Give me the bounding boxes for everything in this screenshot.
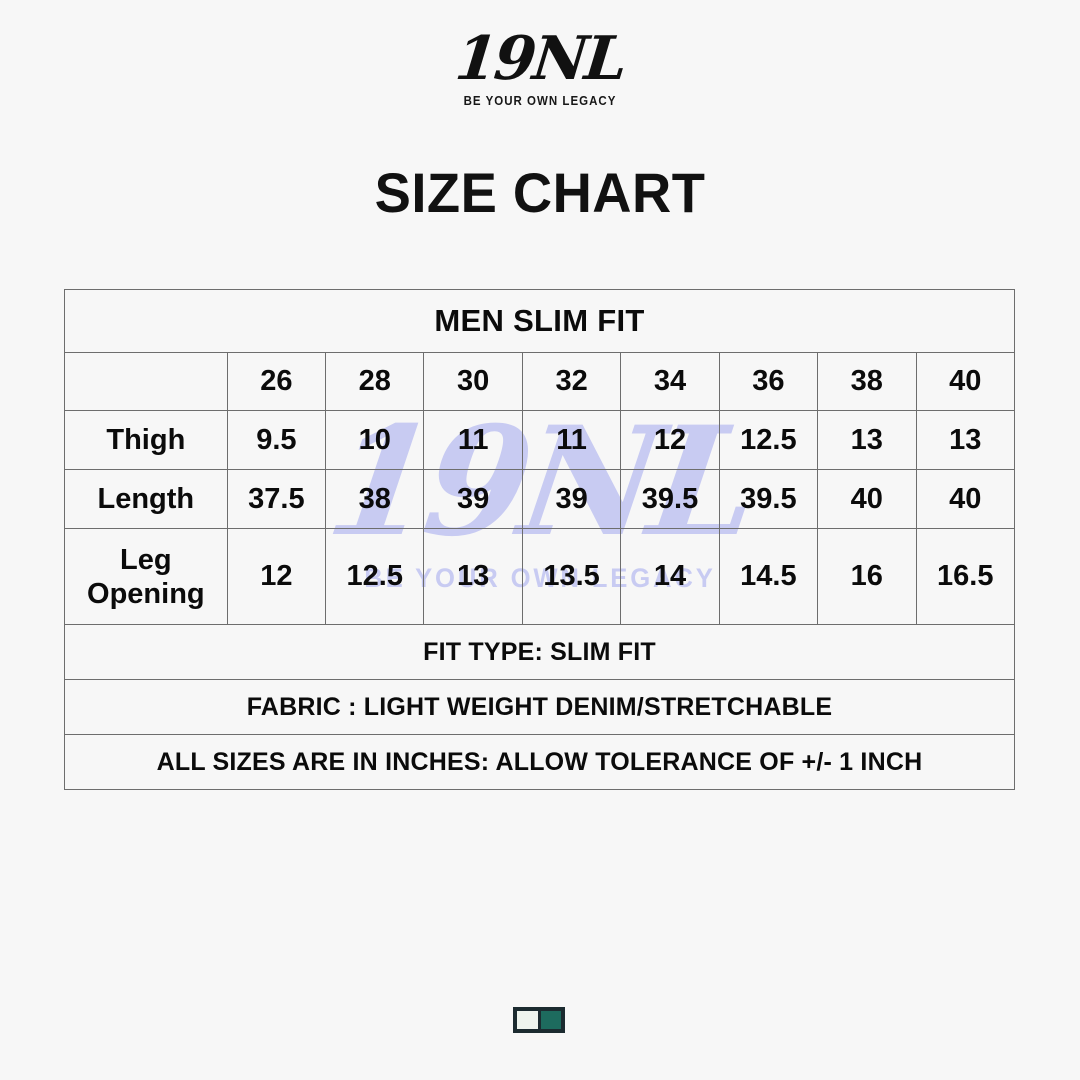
leg-opening-36: 14.5 — [718, 528, 819, 625]
length-26: 37.5 — [226, 469, 327, 529]
brand-tagline: BE YOUR OWN LEGACY — [463, 94, 617, 108]
size-chart-container: 19NL BE YOUR OWN LEGACY MEN SLIM FIT 26 … — [64, 289, 1016, 790]
page-title: SIZE CHART — [374, 161, 706, 224]
thigh-26: 9.5 — [226, 410, 327, 470]
brand-logo-mark: 19NL — [452, 24, 628, 94]
size-header-38: 38 — [817, 352, 917, 411]
thigh-40: 13 — [915, 410, 1016, 470]
table-row-length: Length 37.5 38 39 39 39.5 39.5 40 40 — [64, 469, 1016, 529]
table-note-row-fabric: FABRIC : LIGHT WEIGHT DENIM/STRETCHABLE — [64, 679, 1015, 735]
leg-opening-40: 16.5 — [915, 528, 1016, 625]
leg-opening-28: 12.5 — [325, 528, 425, 625]
size-chart-table: MEN SLIM FIT 26 28 30 32 34 36 38 40 Thi… — [64, 289, 1016, 790]
table-note-row-tolerance: ALL SIZES ARE IN INCHES: ALLOW TOLERANCE… — [64, 734, 1015, 790]
leg-opening-32: 13.5 — [521, 528, 622, 625]
thigh-30: 11 — [423, 410, 523, 470]
note-fit-type: FIT TYPE: SLIM FIT — [64, 624, 1015, 680]
badge-left-swatch — [517, 1011, 538, 1029]
table-row-thigh: Thigh 9.5 10 11 11 12 12.5 13 13 — [64, 410, 1016, 470]
size-header-34: 34 — [620, 352, 720, 411]
size-header-36: 36 — [718, 352, 819, 411]
leg-opening-38: 16 — [817, 528, 917, 625]
length-28: 38 — [325, 469, 425, 529]
table-row-leg-opening: Leg Opening 12 12.5 13 13.5 14 14.5 16 1… — [64, 528, 1016, 625]
leg-opening-30: 13 — [423, 528, 523, 625]
table-title: MEN SLIM FIT — [64, 289, 1015, 353]
length-38: 40 — [817, 469, 917, 529]
thigh-32: 11 — [521, 410, 622, 470]
row-label-leg-opening: Leg Opening — [64, 528, 228, 625]
thigh-28: 10 — [325, 410, 425, 470]
row-label-length: Length — [64, 469, 228, 529]
bottom-badge-icon — [513, 1007, 565, 1033]
badge-right-swatch — [540, 1011, 561, 1029]
table-header-row: 26 28 30 32 34 36 38 40 — [64, 352, 1016, 411]
note-tolerance: ALL SIZES ARE IN INCHES: ALLOW TOLERANCE… — [64, 734, 1015, 790]
size-header-32: 32 — [521, 352, 622, 411]
size-header-40: 40 — [915, 352, 1016, 411]
brand-logo: 19NL BE YOUR OWN LEGACY — [0, 24, 1080, 108]
length-40: 40 — [915, 469, 1016, 529]
header-row-label — [64, 352, 228, 411]
badge-divider — [537, 1011, 541, 1029]
thigh-38: 13 — [817, 410, 917, 470]
table-note-row-fit-type: FIT TYPE: SLIM FIT — [64, 624, 1015, 680]
thigh-34: 12 — [620, 410, 720, 470]
note-fabric: FABRIC : LIGHT WEIGHT DENIM/STRETCHABLE — [64, 679, 1015, 735]
leg-opening-26: 12 — [226, 528, 327, 625]
leg-opening-34: 14 — [620, 528, 720, 625]
table-title-row: MEN SLIM FIT — [64, 289, 1015, 353]
row-label-thigh: Thigh — [64, 410, 228, 470]
length-30: 39 — [423, 469, 523, 529]
length-36: 39.5 — [718, 469, 819, 529]
length-34: 39.5 — [620, 469, 720, 529]
length-32: 39 — [521, 469, 622, 529]
size-header-26: 26 — [226, 352, 327, 411]
size-header-30: 30 — [423, 352, 523, 411]
thigh-36: 12.5 — [718, 410, 819, 470]
size-header-28: 28 — [325, 352, 425, 411]
